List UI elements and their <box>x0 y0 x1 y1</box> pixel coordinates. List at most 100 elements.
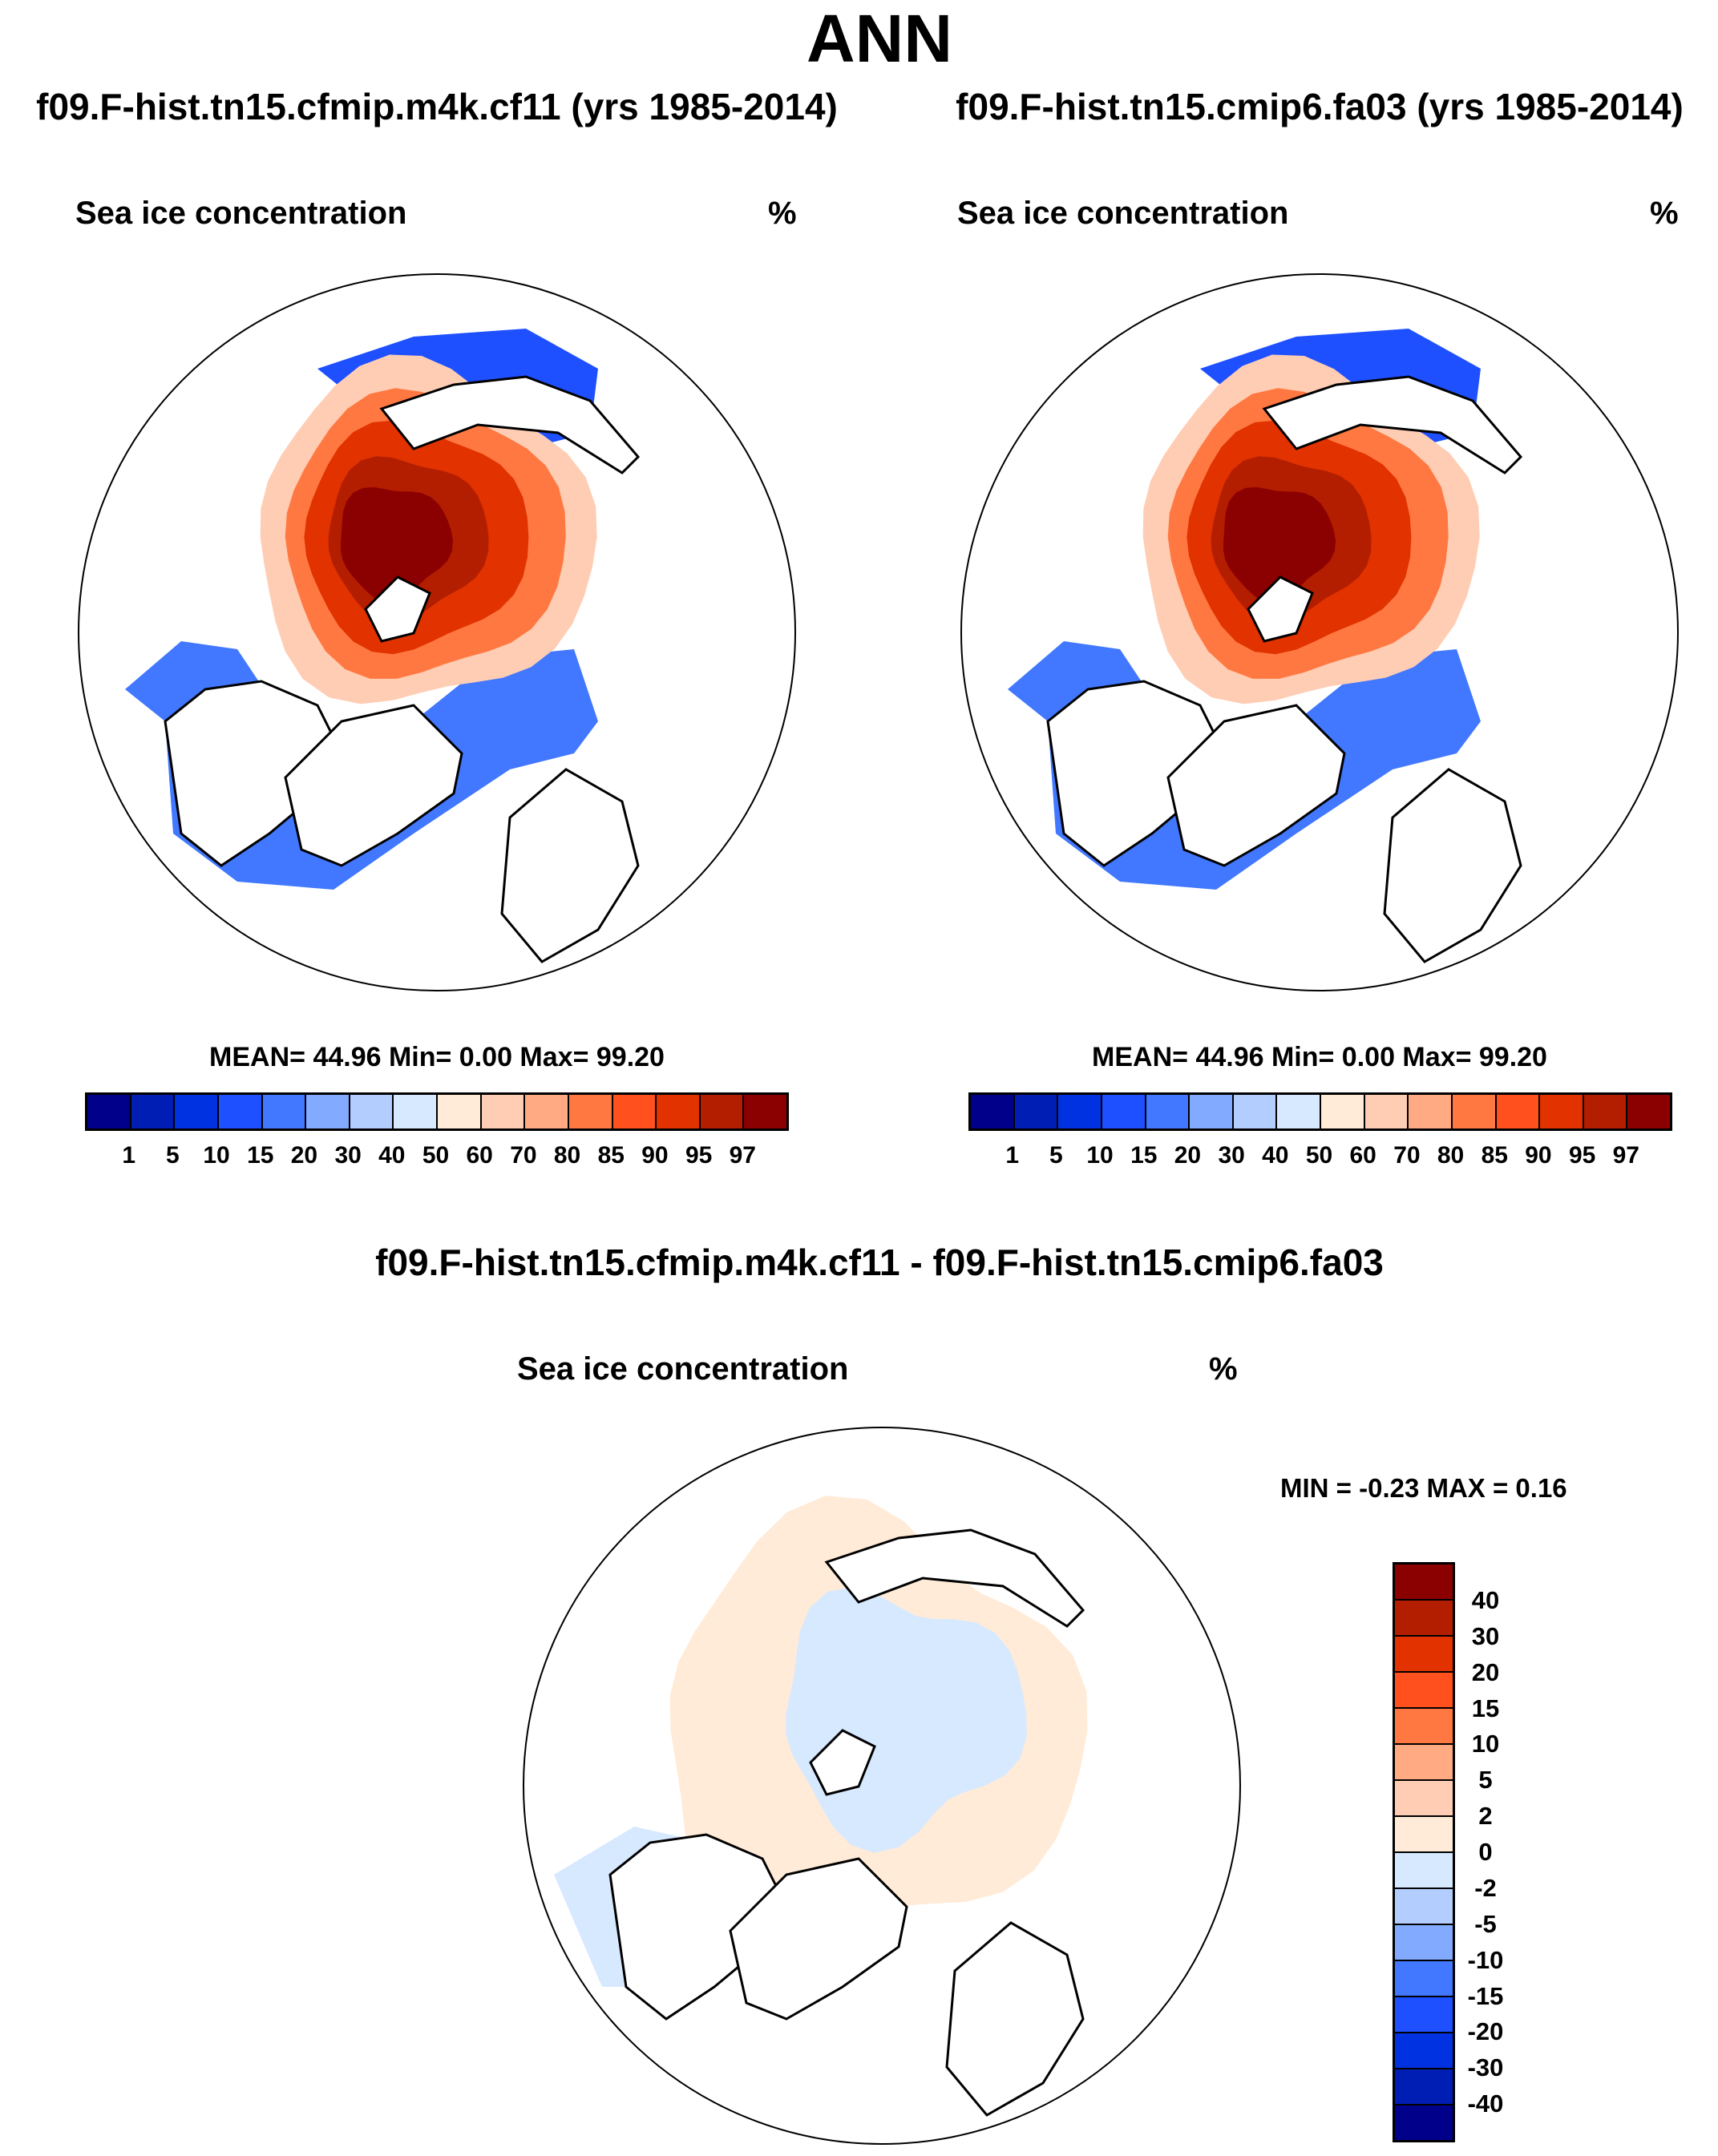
colorbar-tick-label: 20 <box>1174 1142 1202 1169</box>
colorbar-tick-label: 10 <box>203 1142 230 1169</box>
colorbar-swatch <box>1395 1709 1453 1745</box>
colorbar-tick-label: -20 <box>1467 2017 1504 2046</box>
colorbar-tick-label: -15 <box>1467 1981 1504 2010</box>
colorbar-tick-label: 0 <box>1478 1838 1493 1866</box>
colorbar-swatch <box>1146 1095 1190 1128</box>
colorbar-tick-label: 95 <box>685 1142 713 1169</box>
colorbar-swatch <box>1452 1095 1497 1128</box>
land-outline <box>1166 704 1346 867</box>
colorbar-tick-label: 70 <box>510 1142 537 1169</box>
colorbar-swatch <box>438 1095 482 1128</box>
diff-colorbar <box>1393 1562 1455 2142</box>
land-outline <box>500 768 640 963</box>
colorbar-swatch <box>744 1095 786 1128</box>
colorbar-tick-label: 85 <box>1481 1142 1508 1169</box>
colorbar-tick-label: 1 <box>1005 1142 1020 1169</box>
main-title: ANN <box>806 1 952 76</box>
colorbar-tick-label: 80 <box>553 1142 581 1169</box>
panel-2-colorbar <box>968 1092 1672 1131</box>
diff-map <box>523 1427 1241 2145</box>
colorbar-swatch <box>87 1095 131 1128</box>
colorbar-tick-label: -2 <box>1474 1873 1497 1902</box>
colorbar-tick-label: 40 <box>1471 1585 1500 1614</box>
colorbar-swatch <box>1321 1095 1365 1128</box>
colorbar-swatch <box>306 1095 350 1128</box>
colorbar-tick-label: 85 <box>597 1142 625 1169</box>
colorbar-swatch <box>1364 1095 1409 1128</box>
colorbar-tick-label: 20 <box>1471 1657 1500 1686</box>
colorbar-swatch <box>1395 1997 1453 2033</box>
colorbar-swatch <box>1395 1817 1453 1853</box>
land-outline <box>284 704 463 867</box>
colorbar-tick-label: 95 <box>1568 1142 1596 1169</box>
panel-2-units: % <box>1650 196 1679 231</box>
colorbar-swatch <box>1395 1781 1453 1817</box>
colorbar-swatch <box>525 1095 569 1128</box>
colorbar-tick-label: 60 <box>1349 1142 1376 1169</box>
colorbar-swatch <box>350 1095 394 1128</box>
colorbar-tick-label: 10 <box>1471 1730 1500 1758</box>
colorbar-tick-label: 20 <box>290 1142 318 1169</box>
colorbar-swatch <box>1395 1601 1453 1637</box>
colorbar-swatch <box>1233 1095 1278 1128</box>
colorbar-tick-label: 30 <box>334 1142 362 1169</box>
panel-1-map <box>78 273 796 991</box>
colorbar-tick-label: -40 <box>1467 2089 1504 2118</box>
colorbar-tick-label: 60 <box>466 1142 493 1169</box>
colorbar-swatch <box>1395 1889 1453 1925</box>
colorbar-tick-label: 50 <box>422 1142 450 1169</box>
panel-1-variable: Sea ice concentration <box>75 196 407 231</box>
colorbar-tick-label: 97 <box>729 1142 756 1169</box>
diff-units: % <box>1209 1351 1238 1387</box>
colorbar-swatch <box>394 1095 438 1128</box>
colorbar-swatch <box>262 1095 307 1128</box>
colorbar-tick-label: 10 <box>1086 1142 1114 1169</box>
colorbar-swatch <box>218 1095 263 1128</box>
colorbar-tick-label: -30 <box>1467 2053 1504 2082</box>
colorbar-tick-label: 2 <box>1478 1802 1493 1831</box>
colorbar-swatch <box>1496 1095 1541 1128</box>
ice-contour <box>1223 487 1336 604</box>
colorbar-swatch <box>1395 2106 1453 2140</box>
colorbar-swatch <box>131 1095 176 1128</box>
colorbar-tick-label: 97 <box>1612 1142 1639 1169</box>
colorbar-tick-label: 5 <box>1478 1766 1493 1795</box>
colorbar-swatch <box>1395 1853 1453 1889</box>
colorbar-tick-label: 1 <box>122 1142 136 1169</box>
colorbar-swatch <box>1102 1095 1146 1128</box>
colorbar-tick-label: 40 <box>1262 1142 1289 1169</box>
panel-1-units: % <box>768 196 797 231</box>
colorbar-swatch <box>1395 1745 1453 1781</box>
colorbar-swatch <box>1395 1961 1453 1997</box>
colorbar-swatch <box>1395 2033 1453 2069</box>
colorbar-swatch <box>1540 1095 1584 1128</box>
panel-2-variable: Sea ice concentration <box>957 196 1289 231</box>
colorbar-tick-label: 15 <box>247 1142 274 1169</box>
panel-2-case-title: f09.F-hist.tn15.cmip6.fa03 (yrs 1985-201… <box>956 86 1684 127</box>
diff-case-title: f09.F-hist.tn15.cfmip.m4k.cf11 - f09.F-h… <box>375 1242 1384 1283</box>
colorbar-swatch <box>612 1095 657 1128</box>
land-outline <box>945 1921 1085 2117</box>
colorbar-swatch <box>1277 1095 1321 1128</box>
colorbar-tick-label: 30 <box>1218 1142 1245 1169</box>
panel-1-case-title: f09.F-hist.tn15.cfmip.m4k.cf11 (yrs 1985… <box>36 86 838 127</box>
colorbar-tick-label: -10 <box>1467 1945 1504 1974</box>
land-outline <box>1247 575 1314 643</box>
colorbar-swatch <box>1395 1565 1453 1601</box>
colorbar-tick-label: 15 <box>1471 1694 1500 1722</box>
diff-variable: Sea ice concentration <box>517 1351 849 1387</box>
colorbar-tick-label: -5 <box>1474 1909 1497 1938</box>
colorbar-tick-label: 5 <box>166 1142 180 1169</box>
colorbar-tick-label: 90 <box>641 1142 669 1169</box>
land-outline <box>379 375 641 474</box>
colorbar-swatch <box>1058 1095 1102 1128</box>
panel-1-stats: MEAN= 44.96 Min= 0.00 Max= 99.20 <box>209 1042 665 1072</box>
colorbar-swatch <box>1014 1095 1059 1128</box>
panel-2-stats: MEAN= 44.96 Min= 0.00 Max= 99.20 <box>1092 1042 1547 1072</box>
ice-contour <box>341 487 454 604</box>
colorbar-swatch <box>175 1095 219 1128</box>
colorbar-swatch <box>1627 1095 1670 1128</box>
colorbar-swatch <box>1583 1095 1628 1128</box>
colorbar-swatch <box>971 1095 1015 1128</box>
colorbar-swatch <box>1395 1673 1453 1709</box>
